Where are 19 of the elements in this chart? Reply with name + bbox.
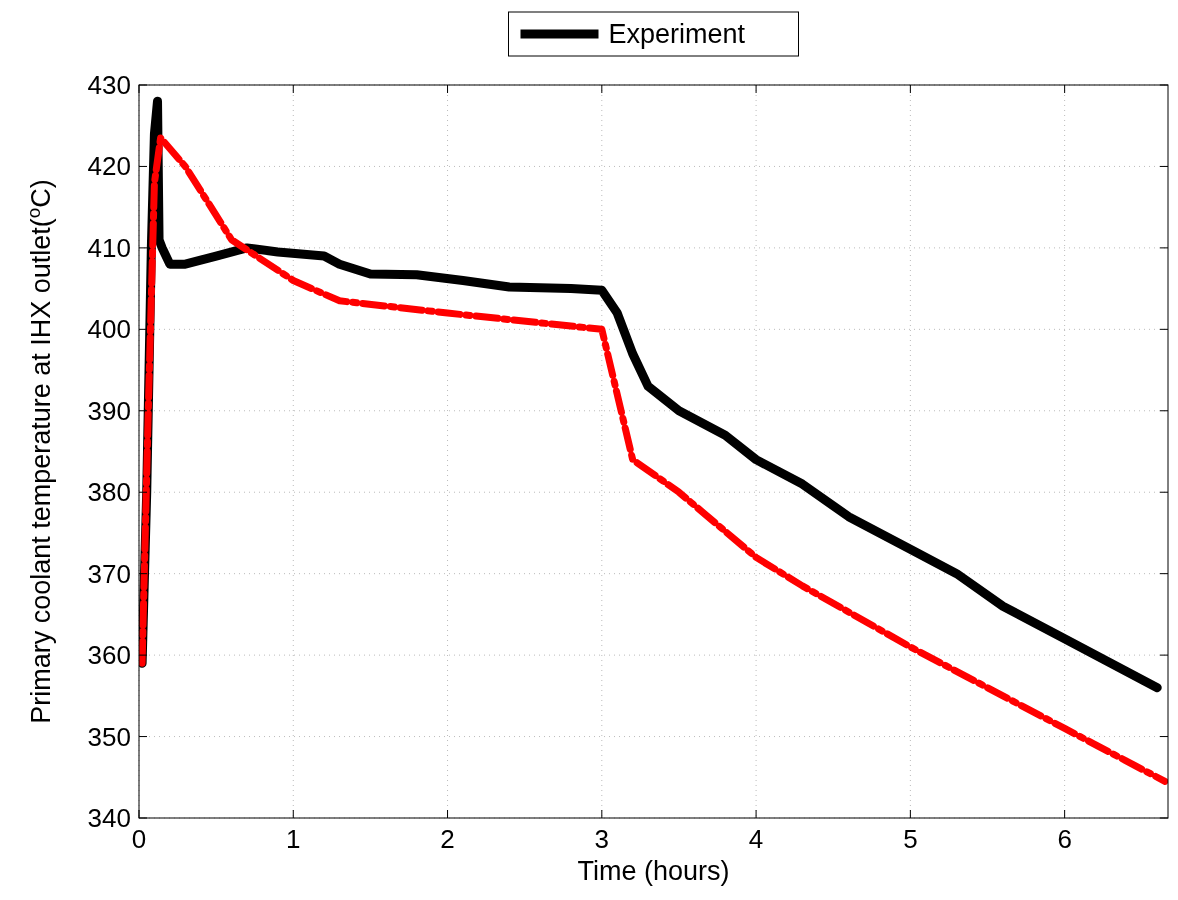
x-tick-label: 0 bbox=[131, 824, 147, 854]
y-tick-label: 380 bbox=[87, 477, 131, 508]
y-tick-label: 400 bbox=[87, 314, 131, 345]
y-tick-label: 350 bbox=[87, 721, 131, 752]
x-tick-label: 3 bbox=[594, 824, 610, 854]
y-tick-label: 370 bbox=[87, 558, 131, 589]
x-tick-label: 1 bbox=[286, 824, 301, 854]
y-tick-label: 430 bbox=[87, 70, 131, 100]
x-tick-label: 2 bbox=[440, 824, 455, 854]
x-tick-label: 5 bbox=[903, 824, 918, 854]
y-tick-label: 410 bbox=[87, 232, 131, 263]
legend-label: Experiment bbox=[608, 19, 746, 49]
y-tick-label: 340 bbox=[87, 803, 131, 833]
y-tick-label: 390 bbox=[87, 395, 131, 426]
x-axis-title: Time (hours) bbox=[577, 856, 730, 886]
y-tick-label: 360 bbox=[87, 640, 131, 671]
y-tick-label: 420 bbox=[87, 151, 131, 182]
x-tick-label: 6 bbox=[1057, 824, 1072, 854]
x-tick-label: 4 bbox=[748, 824, 764, 854]
